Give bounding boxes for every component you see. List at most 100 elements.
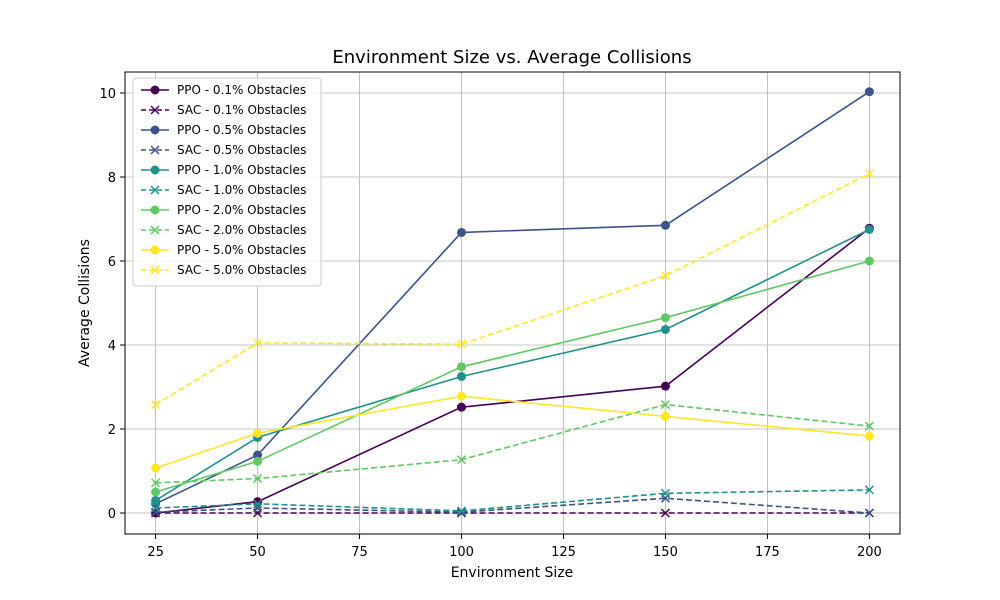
legend-entry: SAC - 5.0% Obstacles xyxy=(141,263,306,277)
legend-entry: PPO - 1.0% Obstacles xyxy=(141,163,306,177)
data-point xyxy=(151,478,161,488)
data-point xyxy=(253,428,263,438)
series-4 xyxy=(151,225,874,505)
legend-label: SAC - 0.5% Obstacles xyxy=(177,143,306,157)
x-tick-label: 75 xyxy=(351,545,368,560)
series-9 xyxy=(151,169,874,410)
data-point xyxy=(253,474,263,484)
legend-marker xyxy=(150,85,160,95)
legend-entry: SAC - 1.0% Obstacles xyxy=(141,183,306,197)
x-tick-label: 125 xyxy=(551,545,576,560)
legend-marker xyxy=(150,145,160,155)
legend-marker xyxy=(150,105,160,115)
legend-marker xyxy=(150,245,160,255)
data-point xyxy=(864,169,874,179)
series-line xyxy=(155,260,870,493)
data-point xyxy=(457,372,467,381)
data-point xyxy=(864,256,874,266)
x-axis-label: Environment Size xyxy=(451,565,574,581)
data-point xyxy=(660,488,670,498)
data-point xyxy=(457,362,467,372)
y-tick-label: 10 xyxy=(99,87,116,102)
legend-marker xyxy=(150,225,160,235)
data-point xyxy=(660,411,670,421)
legend-entry: PPO - 2.0% Obstacles xyxy=(141,203,306,217)
legend-entry: PPO - 0.5% Obstacles xyxy=(141,123,306,137)
data-point xyxy=(456,506,467,516)
x-tick-label: 100 xyxy=(449,545,474,560)
legend-label: PPO - 1.0% Obstacles xyxy=(177,163,306,177)
data-point xyxy=(253,499,263,509)
data-point xyxy=(151,463,161,473)
legend-label: PPO - 5.0% Obstacles xyxy=(177,243,306,257)
legend-box xyxy=(132,77,322,287)
axis-ticks: 25 50 75 100 125 150 175 200 0 2 4 6 8 10 xyxy=(99,87,881,560)
data-point xyxy=(151,503,161,513)
data-point xyxy=(864,87,874,97)
y-tick-label: 0 xyxy=(108,507,116,522)
series-7 xyxy=(151,400,874,488)
legend-label: PPO - 0.5% Obstacles xyxy=(177,123,306,137)
x-tick-label: 50 xyxy=(249,545,266,560)
data-point xyxy=(456,507,467,517)
data-point xyxy=(151,400,161,410)
data-point xyxy=(253,338,263,348)
legend-label: SAC - 1.0% Obstacles xyxy=(177,183,306,197)
data-point xyxy=(660,271,670,281)
data-point xyxy=(660,508,670,518)
data-point xyxy=(151,507,161,517)
data-point xyxy=(457,227,467,237)
legend-label: SAC - 0.1% Obstacles xyxy=(177,103,306,117)
series-line xyxy=(155,172,870,406)
series-8 xyxy=(151,391,874,473)
x-tick-label: 175 xyxy=(755,545,780,560)
y-tick-label: 6 xyxy=(108,255,116,270)
series-line xyxy=(155,497,870,514)
y-tick-label: 2 xyxy=(108,423,116,438)
legend-entry: SAC - 0.1% Obstacles xyxy=(141,103,306,117)
data-point xyxy=(864,508,874,518)
data-point xyxy=(864,431,874,441)
legend-marker xyxy=(150,125,160,135)
legend-marker xyxy=(150,165,160,175)
chart-title: Environment Size vs. Average Collisions xyxy=(332,47,691,68)
y-tick-label: 8 xyxy=(108,171,116,186)
legend-marker xyxy=(150,205,160,215)
legend-marker xyxy=(150,265,160,275)
series-5 xyxy=(151,485,874,516)
data-point xyxy=(253,450,263,460)
data-point xyxy=(253,456,263,466)
legend-entry: PPO - 0.1% Obstacles xyxy=(141,83,306,97)
series-6 xyxy=(151,256,874,497)
data-point xyxy=(456,339,467,349)
legend-label: SAC - 5.0% Obstacles xyxy=(177,263,306,277)
legend-label: SAC - 2.0% Obstacles xyxy=(177,223,306,237)
series-line xyxy=(155,403,870,484)
data-point xyxy=(660,324,670,334)
series-line xyxy=(155,395,870,469)
legend-entry: PPO - 5.0% Obstacles xyxy=(141,243,306,257)
legend-label: PPO - 2.0% Obstacles xyxy=(177,203,306,217)
series-layer xyxy=(151,87,874,518)
data-point xyxy=(151,495,161,505)
plot-frame xyxy=(124,71,901,535)
legend-label: PPO - 0.1% Obstacles xyxy=(177,83,306,97)
legend-entry: SAC - 2.0% Obstacles xyxy=(141,223,306,237)
data-point xyxy=(660,400,670,410)
x-tick-label: 200 xyxy=(857,545,882,560)
legend-entry: SAC - 0.5% Obstacles xyxy=(141,143,306,157)
legend: PPO - 0.1% Obstacles SAC - 0.1% Obstacles… xyxy=(132,77,322,287)
data-point xyxy=(660,220,670,230)
data-point xyxy=(864,485,874,495)
x-tick-label: 150 xyxy=(653,545,678,560)
x-tick-label: 25 xyxy=(147,545,164,560)
data-point xyxy=(864,421,874,431)
data-point xyxy=(864,225,874,234)
data-point xyxy=(456,455,467,465)
data-point xyxy=(457,402,467,412)
data-point xyxy=(660,381,670,391)
data-point xyxy=(151,487,161,497)
data-point xyxy=(253,503,263,513)
data-point xyxy=(457,391,467,401)
